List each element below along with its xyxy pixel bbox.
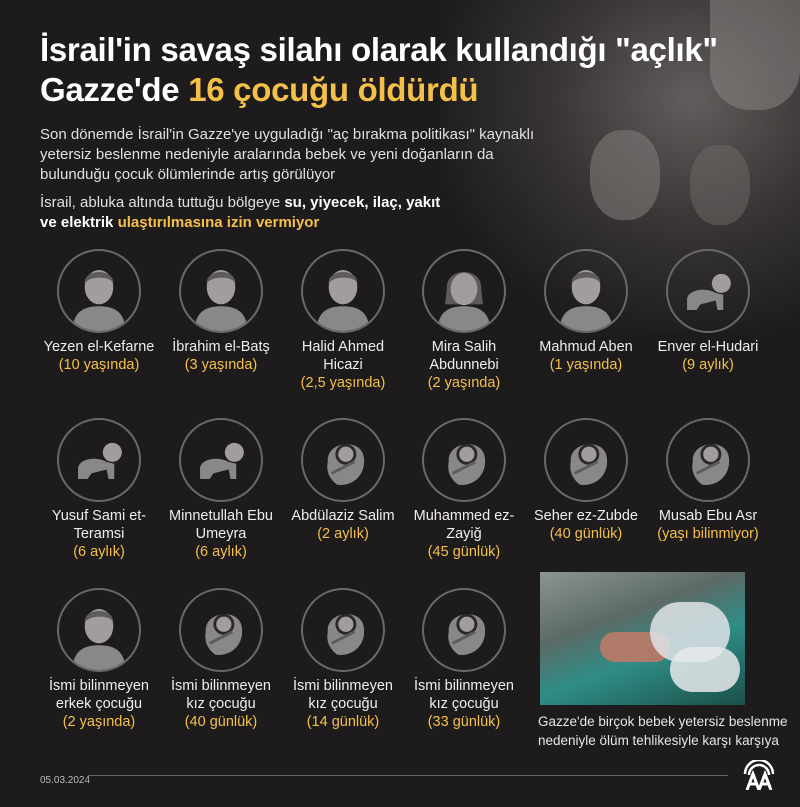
divider: [88, 775, 728, 776]
child-name: Yezen el-Kefarne: [43, 339, 155, 355]
child-age: (1 yaşında): [549, 357, 623, 373]
child-card: İsmi bilinmeyen kız çocuğu (33 günlük): [404, 588, 524, 731]
boy-icon: [57, 249, 141, 333]
child-name: Mira Salih Abdunnebi: [429, 339, 499, 373]
child-card: Minnetullah Ebu Umeyra (6 aylık): [161, 418, 281, 561]
child-age: (33 günlük): [427, 714, 501, 730]
child-card: Muhammed ez-Zayiğ (45 günlük): [404, 418, 524, 561]
child-card: İsmi bilinmeyen kız çocuğu (14 günlük): [283, 588, 403, 731]
hospital-photo: [540, 572, 745, 705]
boy-icon: [301, 249, 385, 333]
child-age: (14 günlük): [306, 714, 380, 730]
child-age: (6 aylık): [195, 544, 247, 560]
swaddled-baby-icon: [666, 418, 750, 502]
child-age: (yaşı bilinmiyor): [657, 526, 759, 542]
child-card: Yusuf Sami et-Teramsi (6 aylık): [39, 418, 159, 561]
child-card: Yezen el-Kefarne (10 yaşında): [39, 249, 159, 374]
crawling-baby-icon: [666, 249, 750, 333]
child-name: Minnetullah Ebu Umeyra: [169, 508, 273, 542]
child-age: (40 günlük): [184, 714, 258, 730]
child-age: (40 günlük): [549, 526, 623, 542]
date: 05.03.2024: [40, 775, 91, 786]
child-age: (9 aylık): [682, 357, 734, 373]
child-name: İsmi bilinmeyen erkek çocuğu: [49, 678, 149, 712]
boy-icon: [179, 249, 263, 333]
child-age: (2,5 yaşında): [300, 375, 386, 391]
child-name: Abdülaziz Salim: [291, 508, 395, 524]
child-age: (45 günlük): [427, 544, 501, 560]
swaddled-baby-icon: [422, 418, 506, 502]
blockade-note: İsrail, abluka altında tuttuğu bölgeye s…: [40, 194, 441, 231]
child-age: (2 aylık): [317, 526, 369, 542]
child-name: Mahmud Aben: [539, 339, 633, 355]
photo-caption: Gazze'de birçok bebek yetersiz beslenme …: [538, 714, 788, 748]
child-name: Musab Ebu Asr: [658, 508, 758, 524]
child-card: Mira Salih Abdunnebi (2 yaşında): [404, 249, 524, 392]
child-card: İsmi bilinmeyen kız çocuğu (40 günlük): [161, 588, 281, 731]
child-age: (2 yaşında): [62, 714, 136, 730]
swaddled-baby-icon: [422, 588, 506, 672]
child-card: İbrahim el-Batş (3 yaşında): [161, 249, 281, 374]
child-card: Halid Ahmed Hicazi (2,5 yaşında): [283, 249, 403, 392]
page-title: İsrail'in savaş silahı olarak kullandığı…: [40, 31, 718, 108]
child-name: Enver el-Hudari: [657, 339, 759, 355]
child-age: (10 yaşında): [58, 357, 140, 373]
swaddled-baby-icon: [544, 418, 628, 502]
crawling-baby-icon: [57, 418, 141, 502]
child-card: Musab Ebu Asr (yaşı bilinmiyor): [648, 418, 768, 543]
swaddled-baby-icon: [301, 588, 385, 672]
child-card: Seher ez-Zubde (40 günlük): [526, 418, 646, 543]
aa-logo: [743, 760, 775, 790]
child-name: Yusuf Sami et-Teramsi: [51, 508, 147, 542]
child-name: Muhammed ez-Zayiğ: [413, 508, 515, 542]
swaddled-baby-icon: [179, 588, 263, 672]
child-name: Seher ez-Zubde: [534, 508, 638, 524]
child-card: Enver el-Hudari (9 aylık): [648, 249, 768, 374]
child-name: İsmi bilinmeyen kız çocuğu: [414, 678, 514, 712]
child-age: (2 yaşında): [427, 375, 501, 391]
child-name: Halid Ahmed Hicazi: [301, 339, 385, 373]
child-card: Mahmud Aben (1 yaşında): [526, 249, 646, 374]
child-name: İbrahim el-Batş: [172, 339, 270, 355]
child-age: (6 aylık): [73, 544, 125, 560]
child-card: Abdülaziz Salim (2 aylık): [283, 418, 403, 543]
girl-icon: [422, 249, 506, 333]
crawling-baby-icon: [179, 418, 263, 502]
boy-icon: [57, 588, 141, 672]
child-card: İsmi bilinmeyen erkek çocuğu (2 yaşında): [39, 588, 159, 731]
child-name: İsmi bilinmeyen kız çocuğu: [293, 678, 393, 712]
swaddled-baby-icon: [301, 418, 385, 502]
child-age: (3 yaşında): [184, 357, 258, 373]
intro-text: Son dönemde İsrail'in Gazze'ye uyguladığ…: [40, 126, 535, 183]
child-name: İsmi bilinmeyen kız çocuğu: [171, 678, 271, 712]
boy-icon: [544, 249, 628, 333]
